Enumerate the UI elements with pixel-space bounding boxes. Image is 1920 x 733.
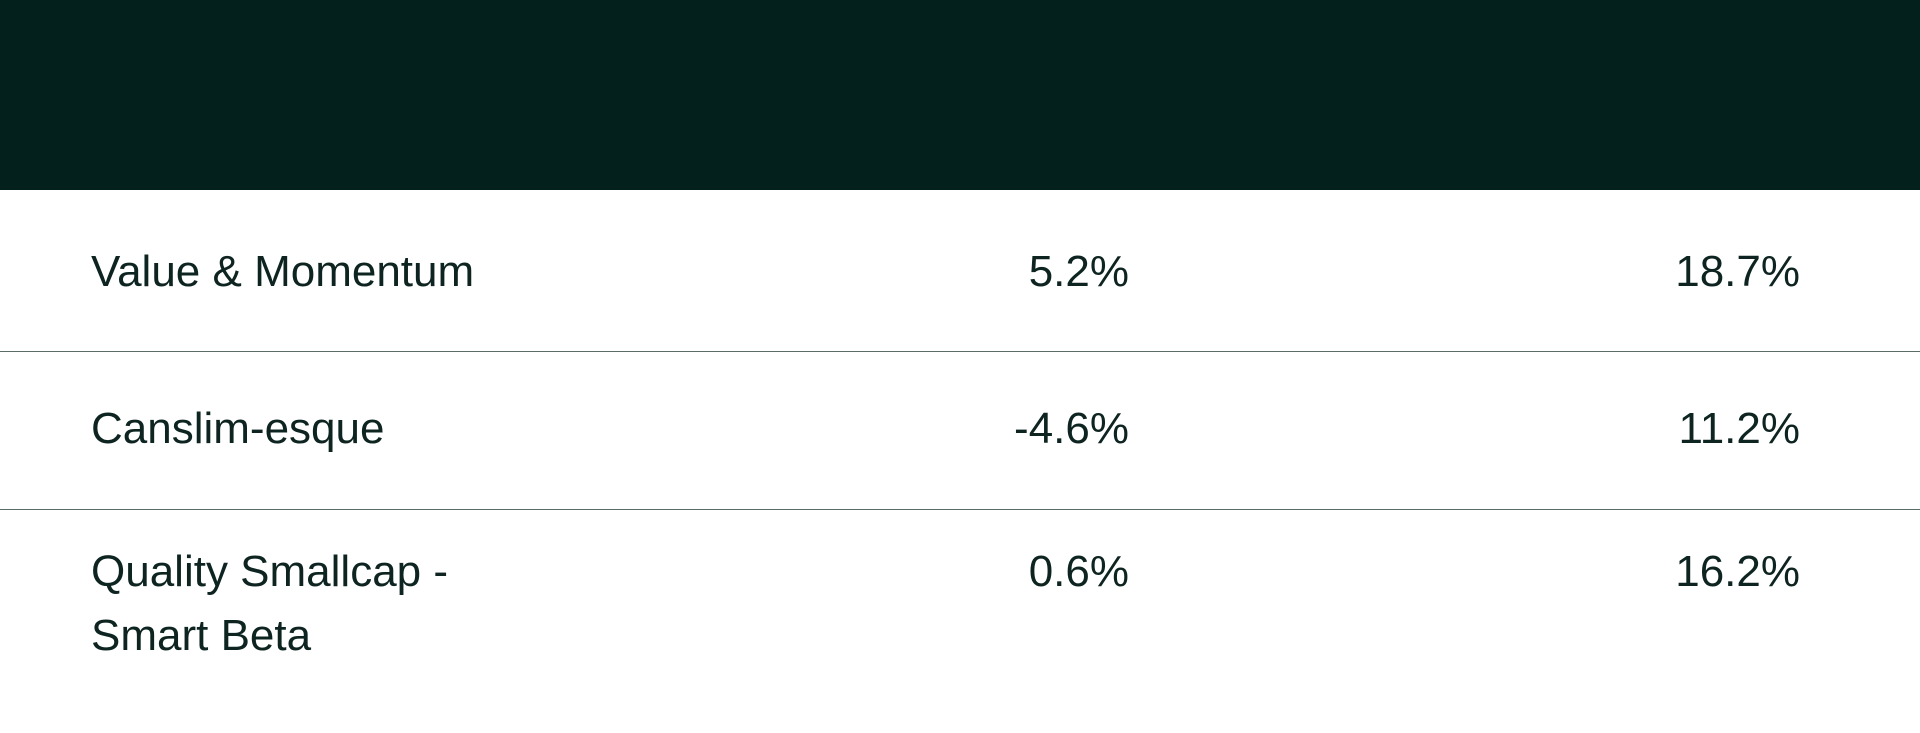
- header-cell: Name: [91, 647, 211, 696]
- name-cell: Value & Momentum: [91, 247, 475, 296]
- value-cell: 11.2%: [1678, 404, 1801, 453]
- value-cell: -4.6%: [1014, 404, 1129, 453]
- row-divider: [0, 351, 1920, 352]
- header-cell: Performance since Mid June’22: [1406, 595, 1800, 696]
- value-cell: 16.2%: [1675, 547, 1800, 596]
- value-cell: 0.6%: [1028, 547, 1129, 596]
- header-cell: 1 year performance: [862, 595, 1129, 696]
- value-cell: 5.2%: [1028, 247, 1129, 296]
- name-cell: Quality Smallcap - Smart Beta: [91, 547, 449, 660]
- table-header: [0, 0, 1920, 190]
- name-cell: Canslim-esque: [91, 404, 385, 453]
- value-cell: 18.7%: [1675, 247, 1800, 296]
- row-divider: [0, 509, 1920, 510]
